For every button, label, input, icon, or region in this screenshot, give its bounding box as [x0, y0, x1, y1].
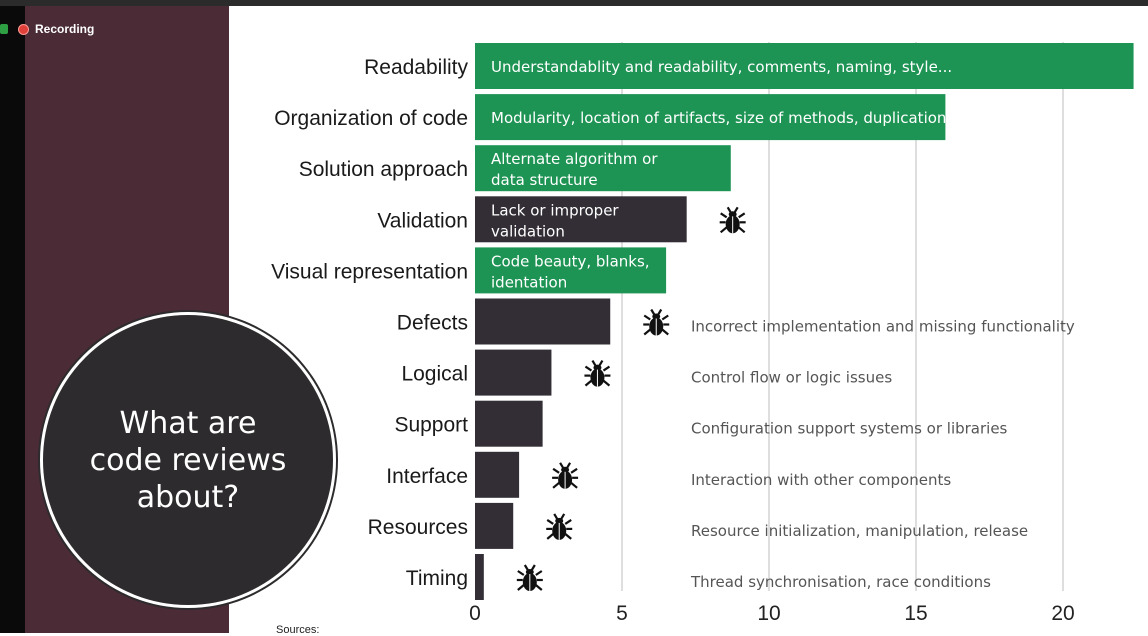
bar — [475, 247, 667, 294]
category-label: Validation — [377, 209, 468, 232]
category-label: Interface — [386, 465, 468, 488]
category-label: Solution approach — [299, 158, 468, 181]
bar — [475, 400, 543, 447]
x-tick-label: 20 — [1051, 602, 1074, 625]
annotation-label: Thread synchronisation, race conditions — [690, 573, 991, 591]
bar — [475, 451, 520, 498]
annotation-label: Incorrect implementation and missing fun… — [691, 318, 1075, 336]
bug-icon — [643, 308, 670, 336]
bar-label: Understandablity and readability, commen… — [491, 58, 952, 76]
annotation-label: Interaction with other components — [691, 471, 951, 489]
bar — [475, 502, 514, 549]
x-tick-label: 10 — [757, 602, 780, 625]
top-strip — [0, 0, 1148, 6]
bar-label: Code beauty, blanks, identation — [491, 252, 650, 291]
bar — [475, 145, 731, 192]
category-label: Organization of code — [274, 107, 468, 130]
annotation-label: Configuration support systems or librari… — [691, 420, 1008, 438]
category-label: Timing — [406, 567, 468, 590]
lock-icon — [0, 24, 8, 34]
x-tick-label: 5 — [616, 602, 628, 625]
bug-icon — [546, 513, 573, 540]
bar — [475, 196, 687, 243]
bar-chart: 0 5 10 15 20 Readability Understandablity and … — [271, 42, 1134, 625]
category-label: Resources — [368, 516, 468, 539]
bar — [475, 349, 552, 396]
title-circle: What are code reviews about? — [40, 312, 336, 608]
category-label: Visual representation — [271, 260, 468, 283]
bug-icon — [552, 462, 579, 489]
x-tick-label: 0 — [469, 602, 481, 625]
record-dot-icon — [18, 23, 29, 35]
bar — [475, 43, 1134, 89]
left-edge — [0, 6, 25, 633]
recording-label: Recording — [35, 22, 95, 36]
slide-title: What are code reviews about? — [89, 405, 287, 515]
annotation-label: Resource initialization, manipulation, r… — [691, 522, 1028, 540]
bar-label: Lack or improper validation — [491, 201, 619, 240]
sources-label: Sources: — [276, 624, 320, 636]
category-label: Logical — [401, 363, 468, 386]
bar-label: Alternate algorithm or data structure — [491, 150, 658, 189]
bar-label: Modularity, location of artifacts, size … — [491, 109, 946, 127]
category-label: Defects — [397, 312, 468, 335]
bar — [475, 554, 484, 600]
bar — [475, 298, 611, 345]
bug-icon — [719, 206, 746, 234]
bug-icon — [516, 564, 543, 591]
annotation-label: Control flow or logic issues — [691, 369, 892, 387]
x-tick-label: 15 — [904, 602, 927, 625]
bug-icon — [584, 360, 611, 387]
recording-indicator[interactable]: Recording — [0, 20, 94, 38]
category-label: Readability — [364, 56, 468, 79]
bar — [475, 94, 946, 141]
category-label: Support — [394, 414, 468, 437]
